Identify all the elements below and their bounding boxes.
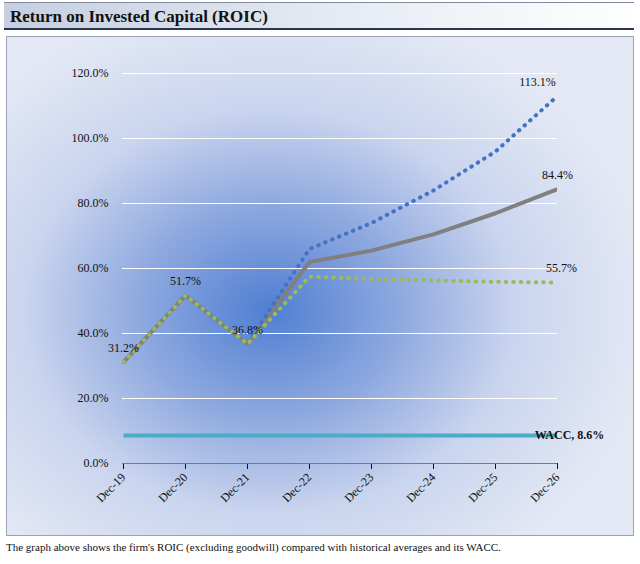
svg-text:31.2%: 31.2% xyxy=(108,341,139,355)
svg-text:Dec-22: Dec-22 xyxy=(279,470,314,505)
svg-text:Dec-19: Dec-19 xyxy=(93,470,128,505)
svg-text:80.0%: 80.0% xyxy=(78,196,109,210)
svg-text:WACC, 8.6%: WACC, 8.6% xyxy=(535,428,605,442)
svg-text:55.7%: 55.7% xyxy=(546,261,577,275)
svg-text:Dec-23: Dec-23 xyxy=(341,470,376,505)
svg-text:Dec-24: Dec-24 xyxy=(403,470,438,505)
svg-text:100.0%: 100.0% xyxy=(72,131,109,145)
svg-text:20.0%: 20.0% xyxy=(78,391,109,405)
svg-text:120.0%: 120.0% xyxy=(72,66,109,80)
html-text:The graph above shows the firm: The graph above shows the firm's ROIC (e… xyxy=(6,541,501,553)
svg-text:Dec-26: Dec-26 xyxy=(527,470,562,505)
svg-text:Dec-21: Dec-21 xyxy=(217,470,252,505)
svg-text:51.7%: 51.7% xyxy=(170,274,201,288)
svg-text:0.0%: 0.0% xyxy=(84,456,109,470)
svg-text:40.0%: 40.0% xyxy=(78,326,109,340)
svg-text:Dec-25: Dec-25 xyxy=(465,470,500,505)
svg-text:60.0%: 60.0% xyxy=(78,261,109,275)
svg-text:84.4%: 84.4% xyxy=(542,168,573,182)
svg-text:36.8%: 36.8% xyxy=(232,323,263,337)
svg-text:113.1%: 113.1% xyxy=(519,75,556,89)
svg-text:Dec-20: Dec-20 xyxy=(155,470,190,505)
html-text:Return on Invested Capital (RO: Return on Invested Capital (ROIC) xyxy=(10,7,268,26)
